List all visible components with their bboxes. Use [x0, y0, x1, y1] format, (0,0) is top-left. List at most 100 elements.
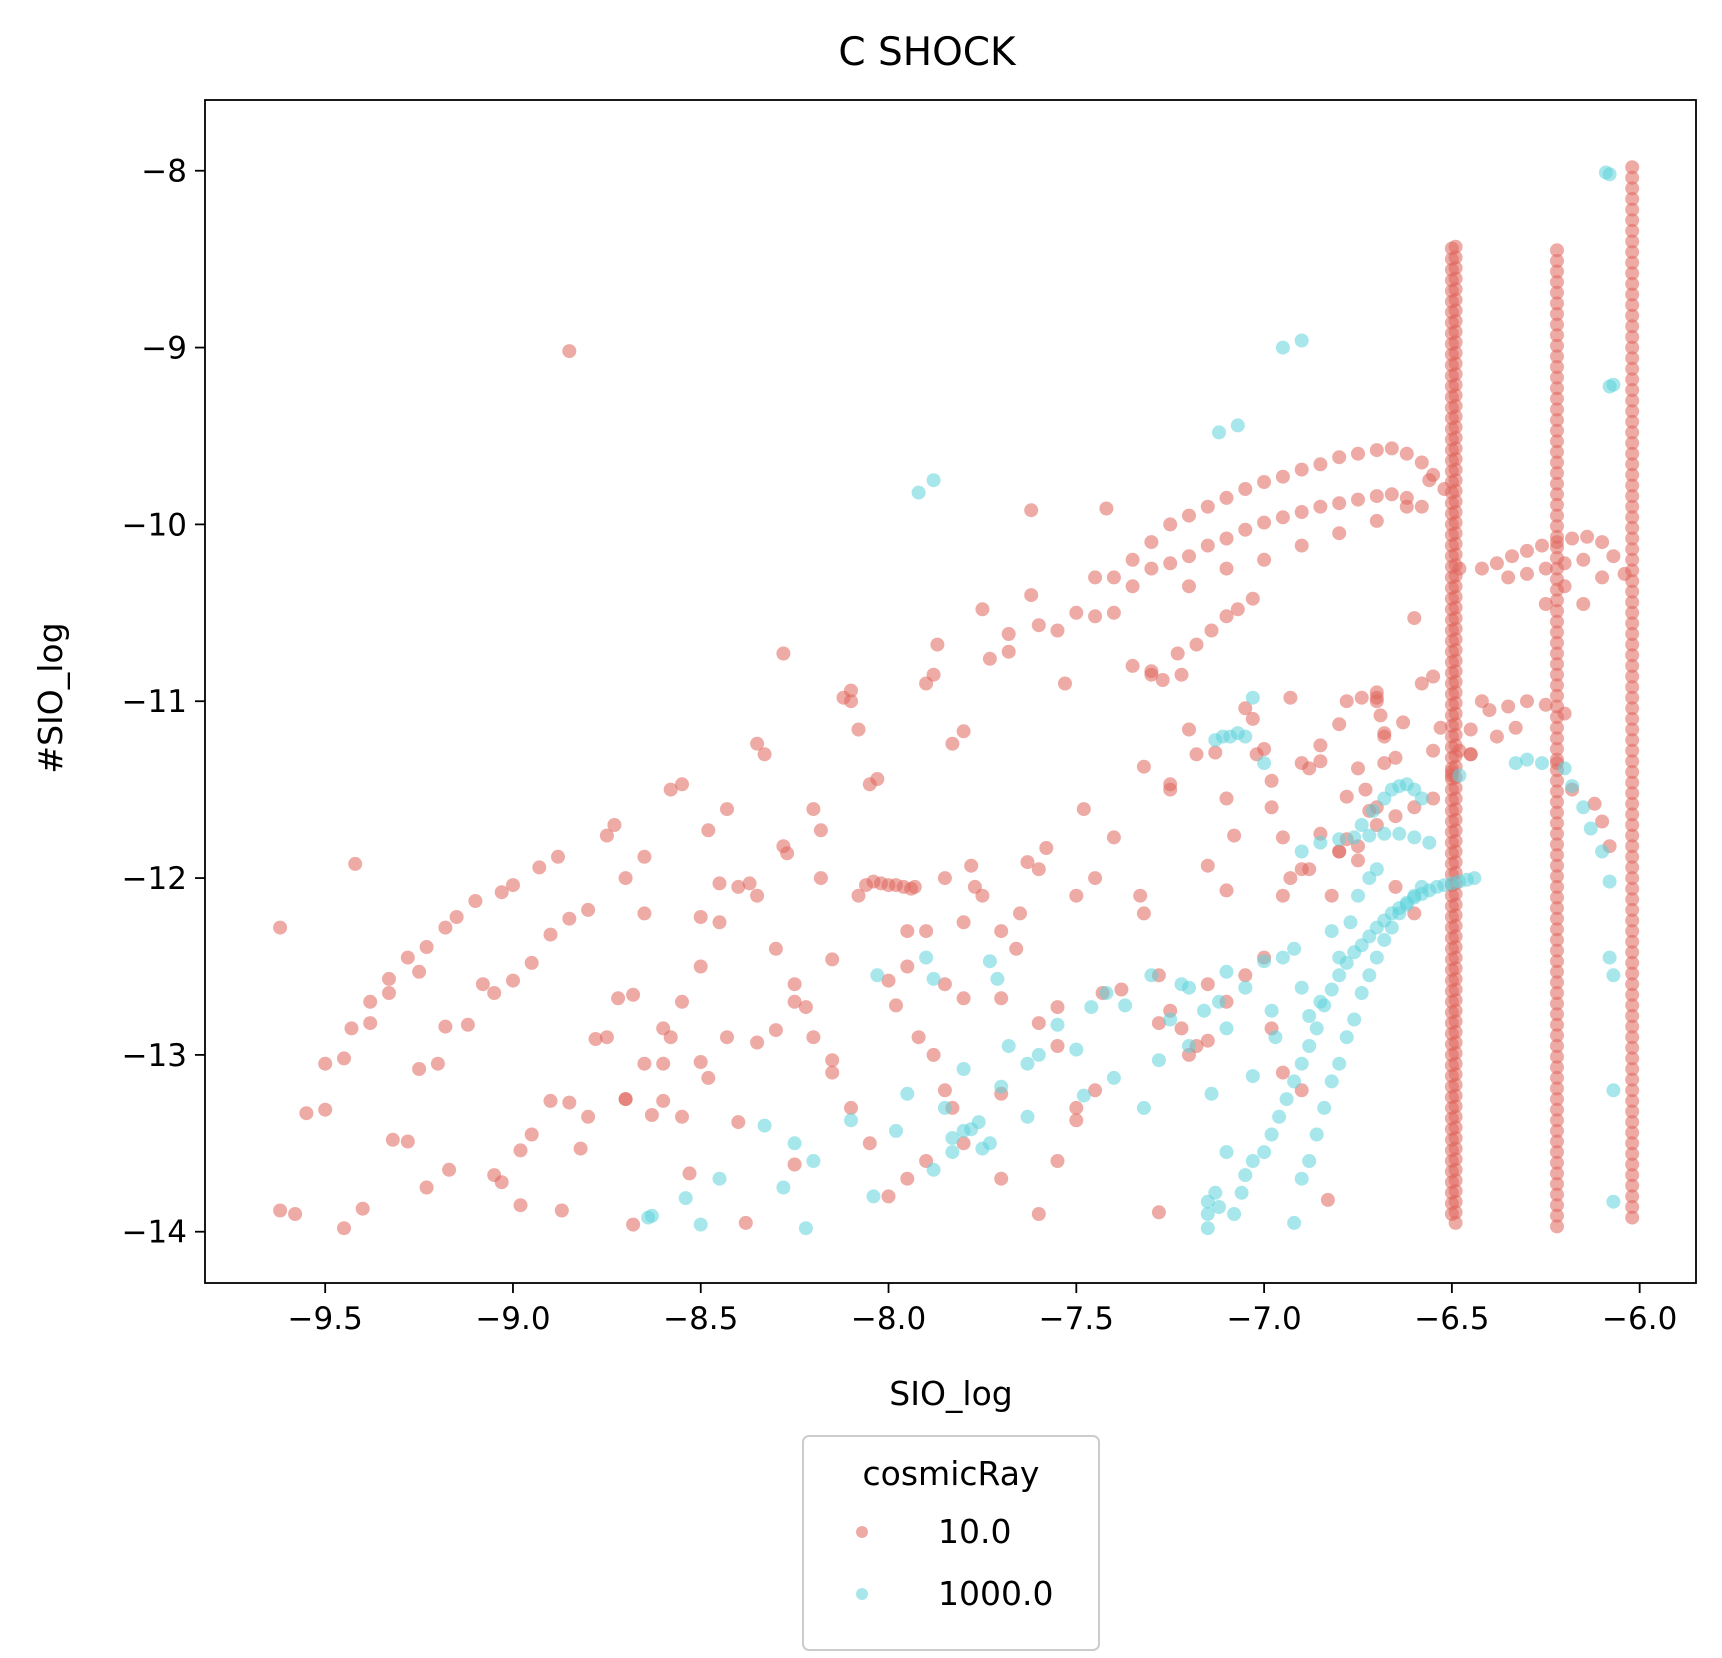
- data-point-series-10: [1230, 602, 1245, 617]
- data-point-series-10: [956, 1136, 971, 1151]
- y-axis-label: #SIO_log: [31, 622, 70, 773]
- data-point-series-10: [348, 856, 363, 871]
- data-point-series-10: [562, 911, 577, 926]
- data-point-series-10: [1369, 443, 1384, 458]
- data-point-series-10: [1069, 888, 1084, 903]
- data-point-series-10: [956, 724, 971, 739]
- data-point-series-10: [1508, 720, 1523, 735]
- data-point-series-10: [1625, 881, 1640, 896]
- data-point-series-10: [1550, 1145, 1564, 1160]
- data-point-series-10: [1625, 319, 1640, 334]
- data-point-series-10: [1625, 414, 1640, 429]
- data-point-series-10: [1433, 720, 1448, 735]
- data-point-series-10: [337, 1221, 351, 1236]
- data-point-series-10: [1219, 791, 1234, 806]
- data-point-series-10: [813, 823, 828, 838]
- data-point-series-10: [1384, 487, 1399, 502]
- data-point-series-10: [1136, 906, 1151, 921]
- data-point-series-1000: [994, 1079, 1009, 1094]
- data-point-series-10: [1463, 747, 1478, 762]
- data-point-series-10: [1448, 526, 1463, 541]
- data-point-series-10: [1550, 1123, 1564, 1138]
- data-point-series-10: [412, 1062, 427, 1076]
- data-point-series-10: [1550, 890, 1564, 905]
- data-point-series-10: [573, 1141, 588, 1156]
- data-point-series-1000: [1151, 1053, 1166, 1068]
- data-point-series-10: [1031, 618, 1046, 633]
- data-point-series-10: [1550, 848, 1564, 863]
- data-point-series-10: [1489, 556, 1504, 571]
- data-point-series-10: [1058, 676, 1072, 691]
- data-point-series-10: [1550, 402, 1564, 417]
- data-point-series-10: [1625, 276, 1640, 291]
- data-point-series-1000: [1602, 874, 1617, 889]
- data-point-series-10: [1238, 522, 1253, 537]
- data-point-series-10: [1050, 1154, 1065, 1168]
- data-point-series-10: [1219, 561, 1234, 576]
- data-point-series-10: [1625, 213, 1640, 228]
- data-point-series-10: [1163, 517, 1178, 532]
- data-point-series-10: [1550, 1219, 1564, 1234]
- data-point-series-10: [1625, 796, 1640, 811]
- data-point-series-1000: [1392, 826, 1407, 841]
- data-point-series-10: [1069, 605, 1084, 620]
- data-point-series-1000: [1219, 964, 1234, 979]
- data-point-series-10: [1595, 535, 1610, 550]
- data-point-series-10: [1625, 1210, 1640, 1225]
- data-point-series-10: [1388, 809, 1403, 824]
- data-point-series-10: [1550, 551, 1564, 565]
- data-point-series-10: [1625, 892, 1640, 907]
- data-point-series-10: [1275, 888, 1290, 903]
- data-point-series-10: [720, 1030, 734, 1045]
- data-point-series-10: [1550, 243, 1564, 258]
- data-point-series-10: [1625, 860, 1640, 875]
- data-point-series-10: [1505, 549, 1519, 564]
- data-point-series-10: [599, 828, 614, 843]
- data-point-series-10: [738, 1215, 753, 1230]
- data-point-series-10: [1550, 338, 1564, 353]
- data-point-series-10: [1625, 1040, 1640, 1055]
- data-point-series-10: [1200, 858, 1215, 873]
- data-point-series-10: [1550, 954, 1564, 969]
- data-point-series-10: [1448, 568, 1463, 583]
- data-point-series-10: [1069, 1113, 1084, 1128]
- data-point-series-10: [400, 1134, 415, 1149]
- data-point-series-10: [1448, 812, 1463, 827]
- data-point-series-10: [1125, 658, 1140, 673]
- data-point-series-10: [562, 1095, 577, 1110]
- data-point-series-10: [1448, 929, 1463, 944]
- data-point-series-10: [956, 915, 971, 930]
- data-point-series-10: [1294, 505, 1309, 519]
- data-point-series-10: [337, 1051, 351, 1066]
- data-point-series-10: [1625, 616, 1640, 631]
- data-point-series-10: [1550, 1028, 1564, 1043]
- data-point-series-10: [663, 782, 678, 797]
- data-point-series-10: [1550, 710, 1564, 725]
- data-point-series-1000: [1294, 1171, 1309, 1186]
- data-point-series-10: [1520, 566, 1534, 581]
- data-point-series-10: [494, 885, 509, 900]
- data-point-series-10: [1625, 542, 1640, 557]
- plot-area: [204, 99, 1697, 1284]
- data-point-series-10: [1550, 593, 1564, 608]
- data-point-series-10: [1174, 667, 1189, 682]
- data-point-series-1000: [787, 1136, 802, 1151]
- data-point-series-10: [1550, 519, 1564, 534]
- data-point-series-10: [1088, 609, 1103, 624]
- data-point-series-10: [675, 1109, 689, 1124]
- data-point-series-10: [588, 1032, 603, 1046]
- data-point-series-10: [1106, 830, 1121, 845]
- data-point-series-10: [611, 991, 626, 1006]
- data-point-series-10: [1550, 381, 1564, 396]
- data-point-series-1000: [945, 1131, 960, 1145]
- data-point-series-10: [1550, 773, 1564, 788]
- data-point-series-10: [524, 955, 539, 970]
- data-point-series-10: [442, 1162, 457, 1177]
- data-point-series-10: [1448, 1141, 1463, 1156]
- data-point-series-1000: [1414, 879, 1429, 894]
- data-point-series-10: [1625, 765, 1640, 779]
- data-point-series-1000: [1302, 1154, 1317, 1168]
- data-point-series-10: [1625, 637, 1640, 652]
- data-point-series-10: [1501, 699, 1516, 714]
- data-point-series-10: [1550, 360, 1564, 374]
